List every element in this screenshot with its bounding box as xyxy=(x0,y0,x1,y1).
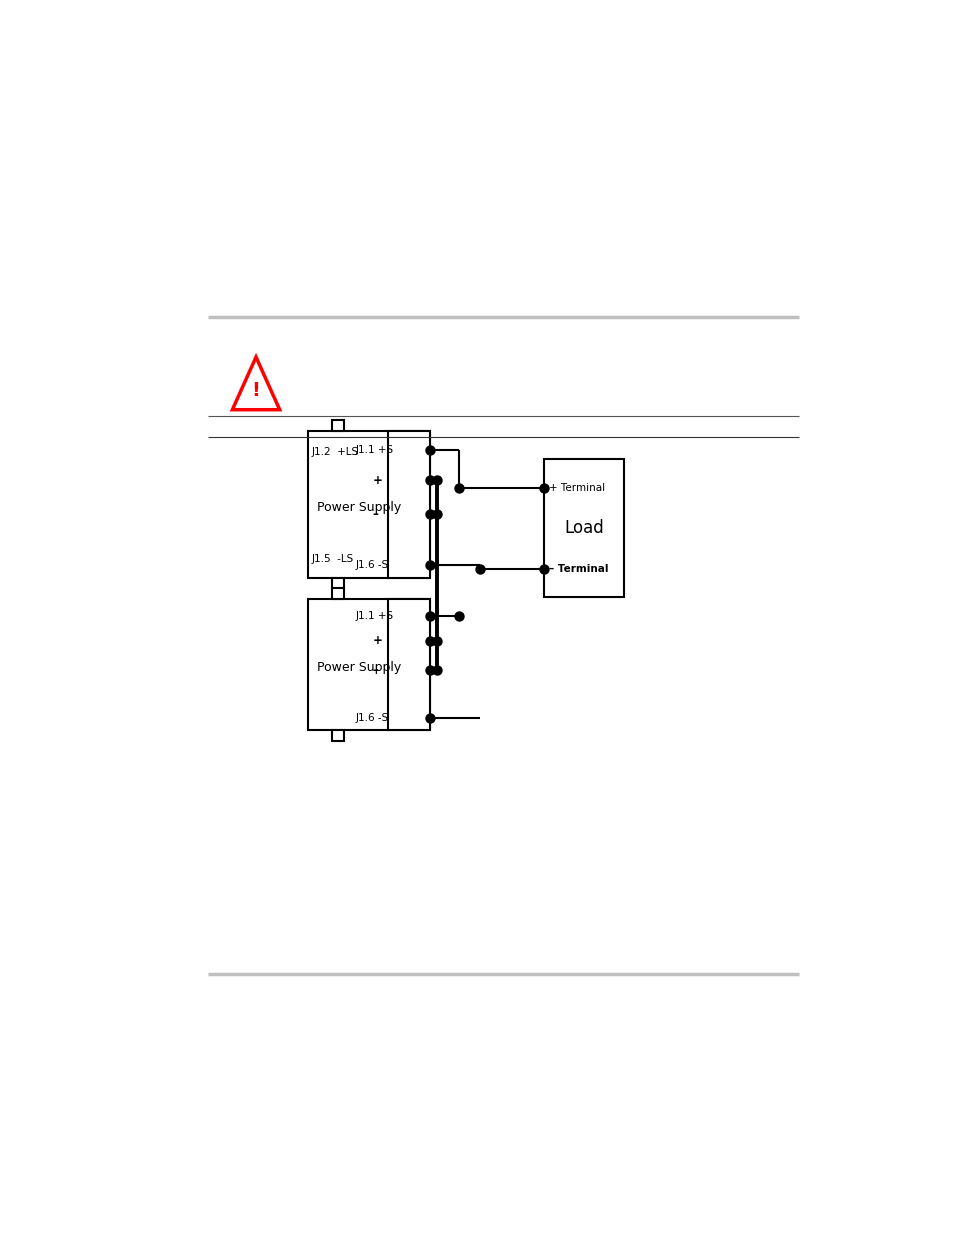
Text: J1.2  +LS: J1.2 +LS xyxy=(311,447,358,457)
Text: J1.6 -S: J1.6 -S xyxy=(355,559,389,569)
Text: + Terminal: + Terminal xyxy=(548,483,604,493)
FancyBboxPatch shape xyxy=(332,730,344,741)
Text: +: + xyxy=(373,635,382,647)
Text: Power Supply: Power Supply xyxy=(316,500,400,514)
Text: Load: Load xyxy=(564,519,603,537)
Text: J1.1 +S: J1.1 +S xyxy=(355,445,394,454)
Text: !: ! xyxy=(252,382,260,400)
FancyBboxPatch shape xyxy=(332,589,344,599)
FancyBboxPatch shape xyxy=(308,599,429,730)
Text: –: – xyxy=(373,508,378,521)
FancyBboxPatch shape xyxy=(332,578,344,589)
Text: J1.1 +S: J1.1 +S xyxy=(355,611,394,621)
Text: J1.5  -LS: J1.5 -LS xyxy=(311,555,354,564)
Text: – Terminal: – Terminal xyxy=(548,563,608,573)
FancyBboxPatch shape xyxy=(332,420,344,431)
FancyBboxPatch shape xyxy=(387,599,429,730)
FancyBboxPatch shape xyxy=(308,431,429,578)
Text: Power Supply: Power Supply xyxy=(316,661,400,673)
Text: J1.6 -S: J1.6 -S xyxy=(355,713,389,722)
FancyBboxPatch shape xyxy=(387,431,429,578)
Polygon shape xyxy=(233,357,279,410)
Text: –: – xyxy=(373,663,378,677)
Text: +: + xyxy=(373,473,382,487)
FancyBboxPatch shape xyxy=(544,459,623,597)
